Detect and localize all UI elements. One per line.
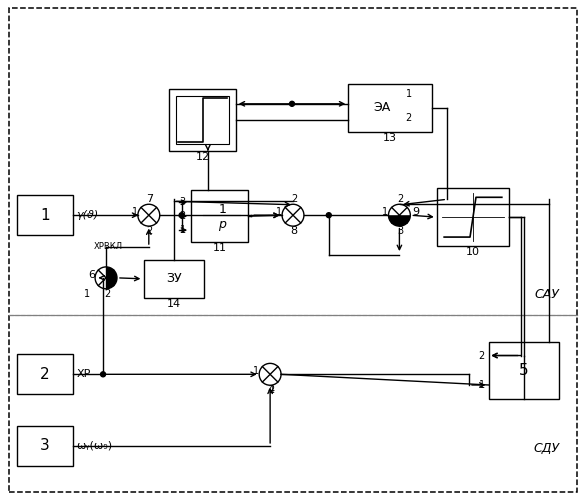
Polygon shape <box>106 267 117 289</box>
Circle shape <box>389 204 410 226</box>
Text: 10: 10 <box>466 247 480 257</box>
Text: 8: 8 <box>291 226 298 236</box>
Bar <box>437 188 509 246</box>
Text: XРВКЛ: XРВКЛ <box>94 242 122 251</box>
Text: 2: 2 <box>40 367 50 382</box>
Bar <box>190 190 248 242</box>
Bar <box>176 96 229 144</box>
Text: 5: 5 <box>519 364 529 378</box>
Text: γ(ϑ): γ(ϑ) <box>76 210 98 220</box>
Text: 2: 2 <box>104 289 110 299</box>
Text: XР: XР <box>76 370 91 380</box>
Text: СДУ: СДУ <box>533 442 560 456</box>
Text: 2: 2 <box>268 385 274 395</box>
Text: 1: 1 <box>383 207 389 217</box>
Text: ωᵧ(ω₉): ωᵧ(ω₉) <box>76 441 113 451</box>
Text: 1: 1 <box>276 207 282 217</box>
Bar <box>16 354 73 394</box>
Text: 13: 13 <box>383 132 397 142</box>
Bar <box>16 196 73 235</box>
Text: 1: 1 <box>253 366 259 376</box>
Text: 1: 1 <box>479 380 485 390</box>
Circle shape <box>101 372 105 377</box>
Text: 2: 2 <box>291 194 297 204</box>
Text: 2: 2 <box>179 211 186 221</box>
Text: 7: 7 <box>146 194 154 204</box>
Text: ЗУ: ЗУ <box>166 272 182 285</box>
Text: САУ: САУ <box>534 288 559 301</box>
Circle shape <box>179 212 184 218</box>
Text: 2: 2 <box>406 114 412 124</box>
Text: 3: 3 <box>397 226 404 236</box>
Bar <box>347 84 432 132</box>
Text: 2: 2 <box>397 194 404 204</box>
Text: ЭА: ЭА <box>373 102 390 114</box>
Text: 2: 2 <box>479 350 485 360</box>
Bar <box>169 89 236 150</box>
Text: 1: 1 <box>132 207 138 217</box>
Text: 11: 11 <box>212 243 226 253</box>
Text: 6: 6 <box>88 270 96 280</box>
Text: 1: 1 <box>406 90 411 100</box>
Bar <box>16 426 73 466</box>
Circle shape <box>259 364 281 385</box>
Text: 12: 12 <box>196 152 210 162</box>
Text: 3: 3 <box>40 438 50 454</box>
Bar <box>144 260 203 298</box>
Circle shape <box>95 267 117 289</box>
Circle shape <box>138 204 160 226</box>
Text: 1: 1 <box>84 289 90 299</box>
Circle shape <box>282 204 304 226</box>
Text: 1: 1 <box>40 208 50 222</box>
Text: 1: 1 <box>219 202 226 215</box>
Text: 1: 1 <box>179 225 186 235</box>
Circle shape <box>326 212 331 218</box>
Text: 9: 9 <box>412 207 419 217</box>
Text: 14: 14 <box>166 298 180 308</box>
Text: 4: 4 <box>268 385 275 395</box>
Circle shape <box>289 102 295 106</box>
Polygon shape <box>389 215 410 226</box>
Bar <box>489 342 558 399</box>
Text: 3: 3 <box>179 198 186 207</box>
Text: p: p <box>219 218 226 230</box>
Text: 2: 2 <box>146 226 153 236</box>
